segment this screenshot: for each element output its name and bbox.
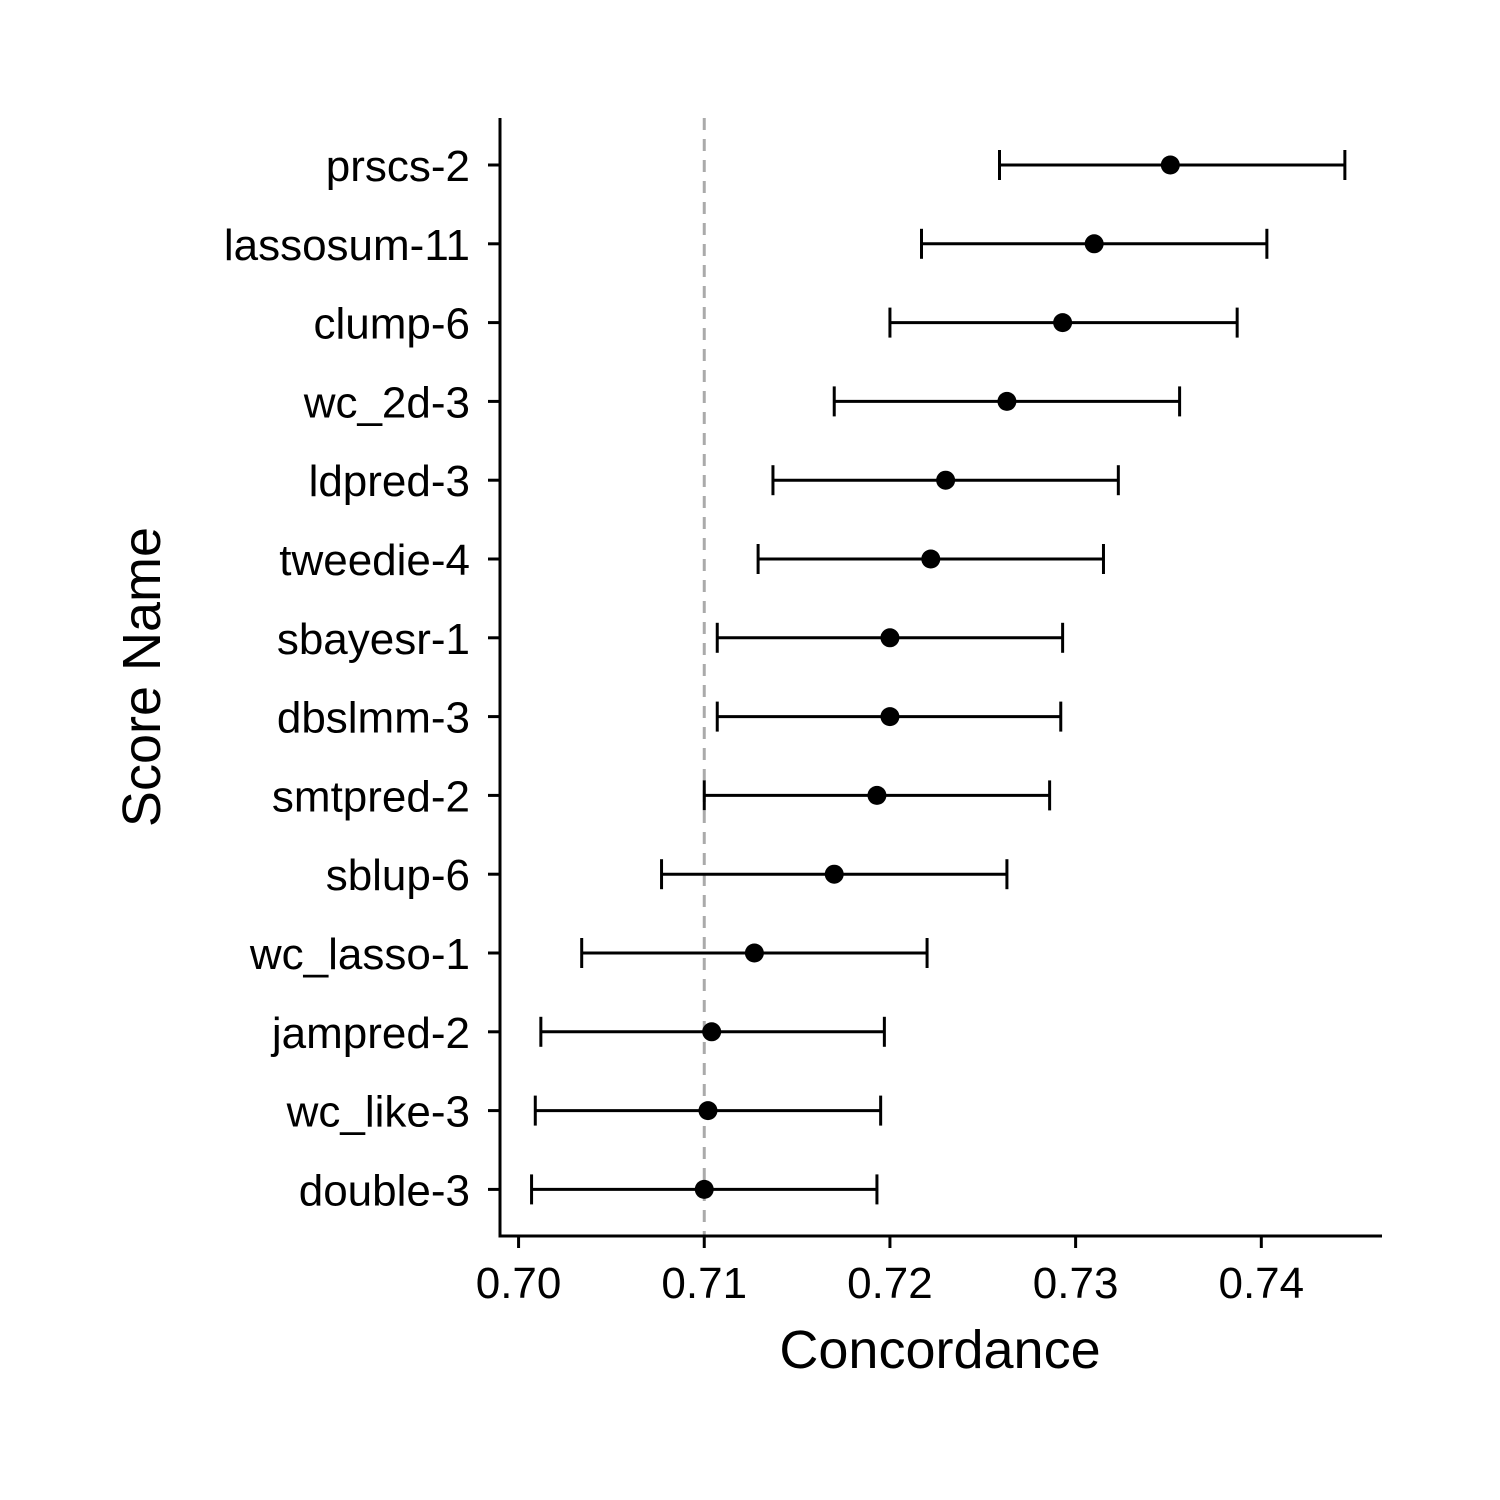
- point-10: [744, 943, 764, 963]
- y-axis-title: Score Name: [112, 527, 172, 827]
- point-6: [880, 628, 900, 648]
- point-5: [921, 549, 941, 569]
- y-tick-label-6: sbayesr-1: [277, 615, 470, 664]
- point-7: [880, 707, 900, 727]
- y-tick-label-11: jampred-2: [270, 1009, 470, 1058]
- point-12: [698, 1101, 718, 1121]
- y-tick-label-7: dbslmm-3: [277, 694, 470, 743]
- x-tick-label-1: 0.71: [661, 1259, 747, 1308]
- point-1: [1084, 234, 1104, 254]
- y-tick-label-8: smtpred-2: [272, 772, 470, 821]
- x-tick-label-2: 0.72: [847, 1259, 933, 1308]
- x-tick-label-0: 0.70: [476, 1259, 562, 1308]
- x-tick-label-4: 0.74: [1218, 1259, 1304, 1308]
- y-tick-label-5: tweedie-4: [279, 536, 470, 585]
- y-tick-label-1: lassosum-11: [224, 221, 470, 270]
- y-tick-label-2: clump-6: [314, 300, 471, 349]
- y-tick-label-4: ldpred-3: [309, 457, 470, 506]
- point-13: [694, 1179, 714, 1199]
- y-tick-label-9: sblup-6: [326, 851, 470, 900]
- tick-label-layer: 0.70 0.71 0.72 0.73 0.74 prscs-2 lassosum-11 cl…: [224, 142, 1304, 1308]
- point-0: [1160, 155, 1180, 175]
- x-tick-label-3: 0.73: [1033, 1259, 1119, 1308]
- point-9: [824, 864, 844, 884]
- y-tick-label-3: wc_2d-3: [303, 378, 470, 427]
- axes-layer: [488, 118, 1382, 1248]
- y-tick-label-13: double-3: [299, 1166, 470, 1215]
- y-tick-label-10: wc_lasso-1: [249, 930, 470, 979]
- point-8: [867, 785, 887, 805]
- point-3: [997, 391, 1017, 411]
- point-2: [1053, 313, 1073, 333]
- y-tick-label-12: wc_like-3: [286, 1088, 470, 1137]
- x-axis-title: Concordance: [779, 1320, 1100, 1380]
- y-tick-label-0: prscs-2: [326, 142, 470, 191]
- error-bar-layer: [530, 150, 1347, 1205]
- point-11: [702, 1022, 722, 1042]
- point-4: [936, 470, 956, 490]
